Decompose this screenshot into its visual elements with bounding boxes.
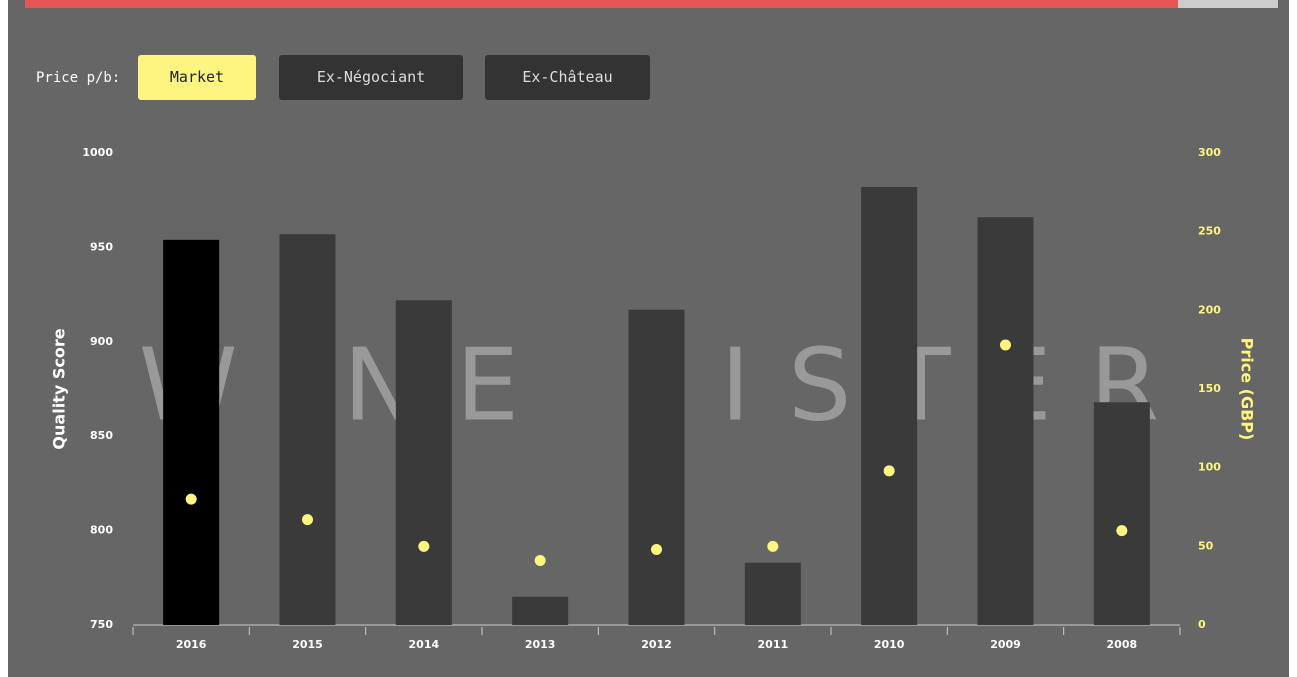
price-dot: [767, 540, 779, 552]
price-dot: [1000, 339, 1011, 351]
x-tick-label: 2009: [990, 638, 1021, 651]
price-dot: [302, 514, 313, 526]
y2-tick-label: 300: [1198, 146, 1221, 159]
x-tick-label: 2011: [758, 638, 789, 651]
price-dot: [883, 465, 895, 477]
y2-tick-label: 0: [1198, 618, 1206, 631]
price-dot: [534, 554, 546, 566]
y-tick-label: 850: [90, 429, 113, 442]
y-tick-label: 950: [90, 240, 113, 253]
y2-axis-title: Price (GBP): [1238, 338, 1257, 441]
bar: [512, 596, 569, 625]
y2-tick-label: 200: [1198, 303, 1221, 316]
y-tick-label: 1000: [82, 146, 113, 159]
y2-tick-label: 150: [1198, 382, 1221, 395]
bar: [395, 300, 452, 625]
y2-tick-label: 100: [1198, 461, 1221, 474]
bar: [744, 562, 801, 625]
y-tick-label: 900: [90, 335, 113, 348]
y2-tick-label: 50: [1198, 539, 1214, 552]
x-tick-label: 2008: [1107, 638, 1138, 651]
button[interactable]: Ex-Château: [485, 55, 650, 100]
price-dot: [185, 493, 197, 505]
bar: [1093, 402, 1150, 625]
x-tick-label: 2013: [525, 638, 556, 651]
x-tick-label: 2016: [176, 638, 207, 651]
x-tick-label: 2010: [874, 638, 905, 651]
price-dot: [418, 540, 430, 552]
bar: [163, 239, 220, 625]
y-tick-label: 800: [90, 524, 113, 537]
y-tick-label: 750: [90, 618, 113, 631]
x-tick-label: 2014: [409, 638, 440, 651]
button[interactable]: Ex-Négociant: [279, 55, 463, 100]
x-tick-label: 2012: [641, 638, 672, 651]
chart: WINE LISTER 7508008509009501000050100150…: [50, 146, 1257, 651]
price-label: Price p/b:: [36, 70, 121, 86]
page: Price p/b: Market Ex-Négociant Ex-Châtea…: [8, 0, 1289, 677]
y2-tick-label: 250: [1198, 225, 1221, 238]
button[interactable]: Market: [138, 55, 256, 100]
bar: [279, 234, 336, 625]
price-dot: [651, 543, 662, 555]
bar: [977, 217, 1034, 625]
bar: [628, 309, 685, 625]
bar: [861, 186, 918, 625]
x-tick-label: 2015: [292, 638, 323, 651]
price-dot: [1116, 525, 1128, 537]
progress-fill: [25, 0, 1178, 8]
progress-bar: [25, 0, 1278, 8]
y-axis-title: Quality Score: [50, 328, 69, 449]
